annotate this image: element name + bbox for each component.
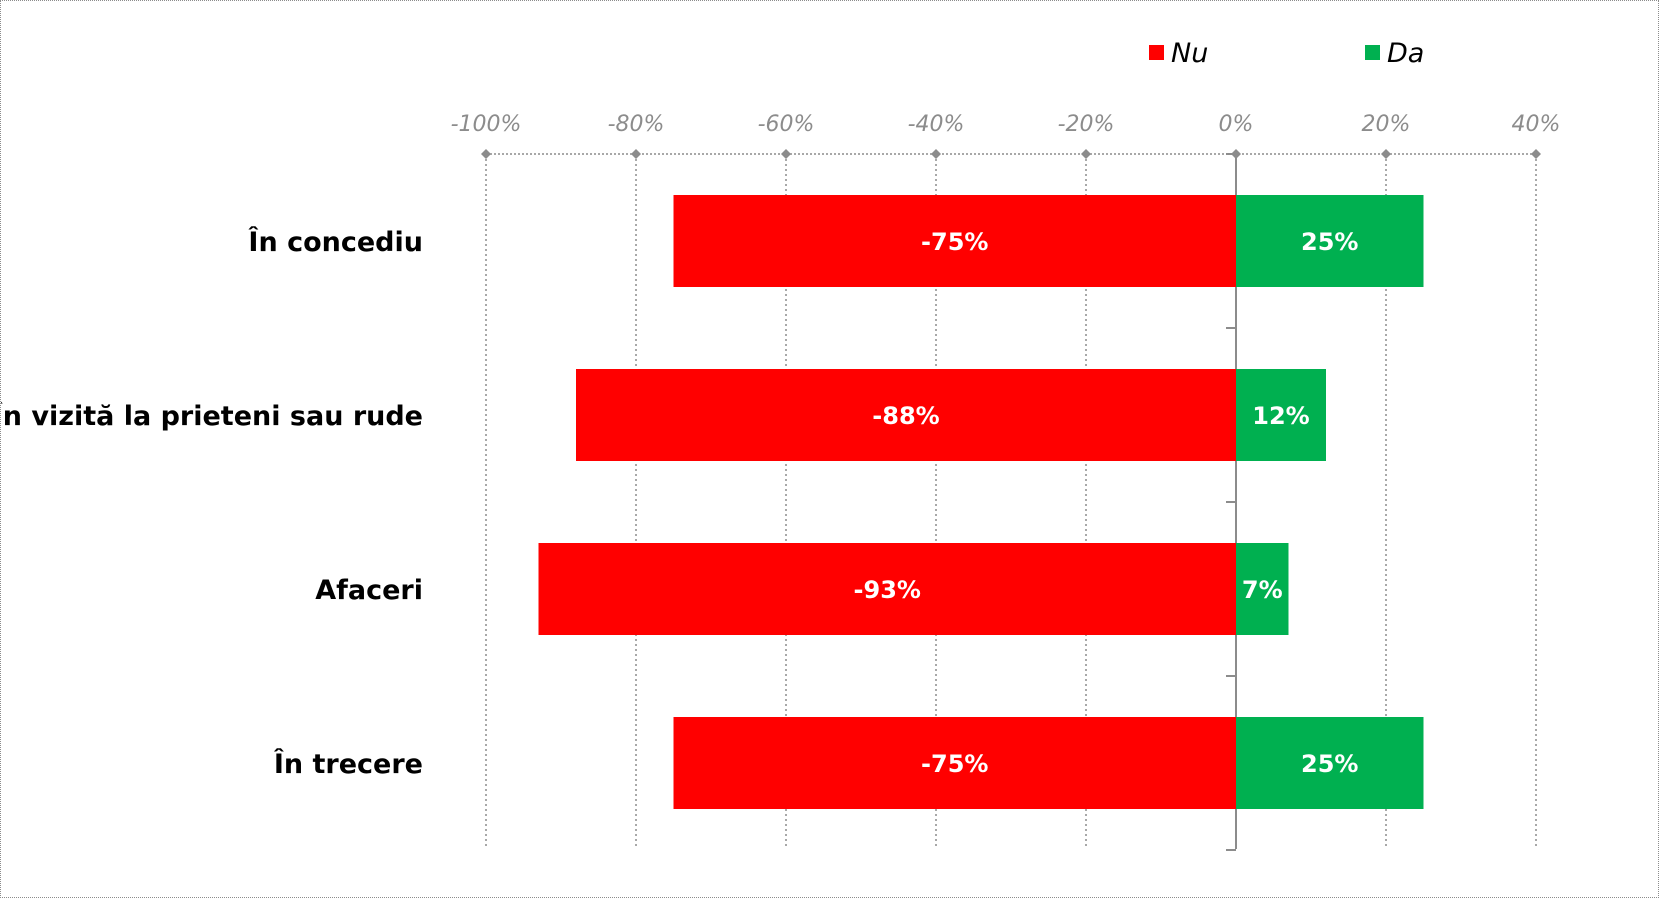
x-tick-mark xyxy=(631,149,641,159)
legend-label-da: Da xyxy=(1387,38,1424,69)
x-tick-mark xyxy=(1531,149,1541,159)
bar-nu xyxy=(673,717,1236,809)
category-label: În vizită la prieteni sau rude xyxy=(1,400,423,432)
legend-swatch-da xyxy=(1365,45,1380,60)
bar-nu xyxy=(673,195,1236,287)
x-tick-label: -20% xyxy=(1058,112,1115,137)
x-tick-label: 40% xyxy=(1512,112,1561,137)
x-tick-label: 0% xyxy=(1219,112,1254,137)
bar-data-label: 25% xyxy=(1301,228,1358,256)
bar-data-label: -88% xyxy=(872,402,939,430)
bar-da xyxy=(1236,369,1326,461)
bar-da xyxy=(1236,195,1424,287)
category-label: Afaceri xyxy=(315,575,423,606)
bar-da xyxy=(1236,543,1289,635)
bar-data-label: 12% xyxy=(1252,402,1309,430)
x-tick-label: 20% xyxy=(1362,112,1411,137)
bar-nu xyxy=(538,543,1236,635)
category-labels: În concediu În vizită la prieteni sau rud… xyxy=(1,226,423,780)
bar-data-label: -75% xyxy=(921,750,988,778)
x-tick-mark xyxy=(1381,149,1391,159)
bars: -75% 25% -88% 12% -93% 7% -75% 25% xyxy=(538,195,1424,809)
category-label: În concediu xyxy=(248,226,423,258)
x-tick-label: -100% xyxy=(451,112,522,137)
bar-data-label: -93% xyxy=(854,576,921,604)
legend-swatch-nu xyxy=(1149,45,1164,60)
legend: Nu Da xyxy=(1149,38,1424,69)
x-tick-label: -60% xyxy=(758,112,815,137)
x-tick-mark xyxy=(781,149,791,159)
bar-data-label: 7% xyxy=(1242,576,1283,604)
bar-data-label: -75% xyxy=(921,228,988,256)
x-tick-label: -40% xyxy=(908,112,965,137)
category-label: În trecere xyxy=(274,748,423,780)
legend-label-nu: Nu xyxy=(1171,38,1208,69)
x-tick-mark xyxy=(931,149,941,159)
bar-da xyxy=(1236,717,1424,809)
bar-data-label: 25% xyxy=(1301,750,1358,778)
x-tick-mark xyxy=(481,149,491,159)
bar-nu xyxy=(576,369,1236,461)
x-tick-label: -80% xyxy=(608,112,665,137)
x-tick-mark xyxy=(1081,149,1091,159)
